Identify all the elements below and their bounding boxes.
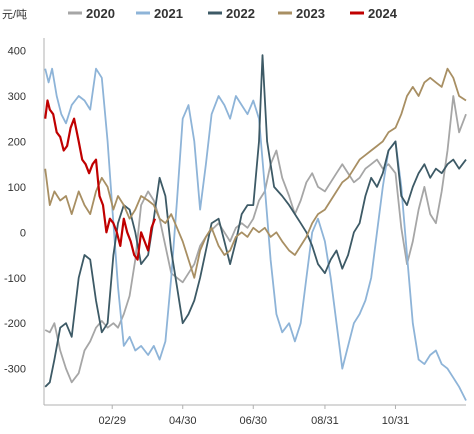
legend-label: 2024 xyxy=(368,6,398,21)
legend-label: 2020 xyxy=(86,6,115,21)
y-tick-label: -200 xyxy=(4,318,26,330)
series-line-2024 xyxy=(44,99,157,261)
x-tick-label: 06/30 xyxy=(240,415,268,427)
y-tick-label: 100 xyxy=(8,182,26,194)
series-layer xyxy=(44,54,467,401)
y-tick-label: -300 xyxy=(4,364,26,376)
x-tick-label: 04/30 xyxy=(169,415,197,427)
legend-label: 2023 xyxy=(296,6,325,21)
series-line-2023 xyxy=(44,67,467,279)
legend-label: 2022 xyxy=(226,6,255,21)
y-tick-label: 0 xyxy=(20,227,26,239)
x-tick-label: 08/31 xyxy=(311,415,339,427)
x-tick-label: 02/29 xyxy=(98,415,126,427)
y-tick-label: -100 xyxy=(4,273,26,285)
legend-label: 2021 xyxy=(154,6,183,21)
series-line-2022 xyxy=(44,54,467,388)
y-tick-label: 400 xyxy=(8,46,26,58)
x-tick-label: 10/31 xyxy=(382,415,410,427)
series-line-2020 xyxy=(44,95,467,384)
y-unit-label: 元/吨 xyxy=(2,8,27,21)
y-tick-label: 300 xyxy=(8,91,26,103)
y-tick-label: 200 xyxy=(8,136,26,148)
legend: 2020 2021 2022 2023 2024 xyxy=(68,6,398,21)
axes: 400 300 200 100 0 -100 -200 -300 02/29 04/30 06/30… xyxy=(4,38,466,427)
